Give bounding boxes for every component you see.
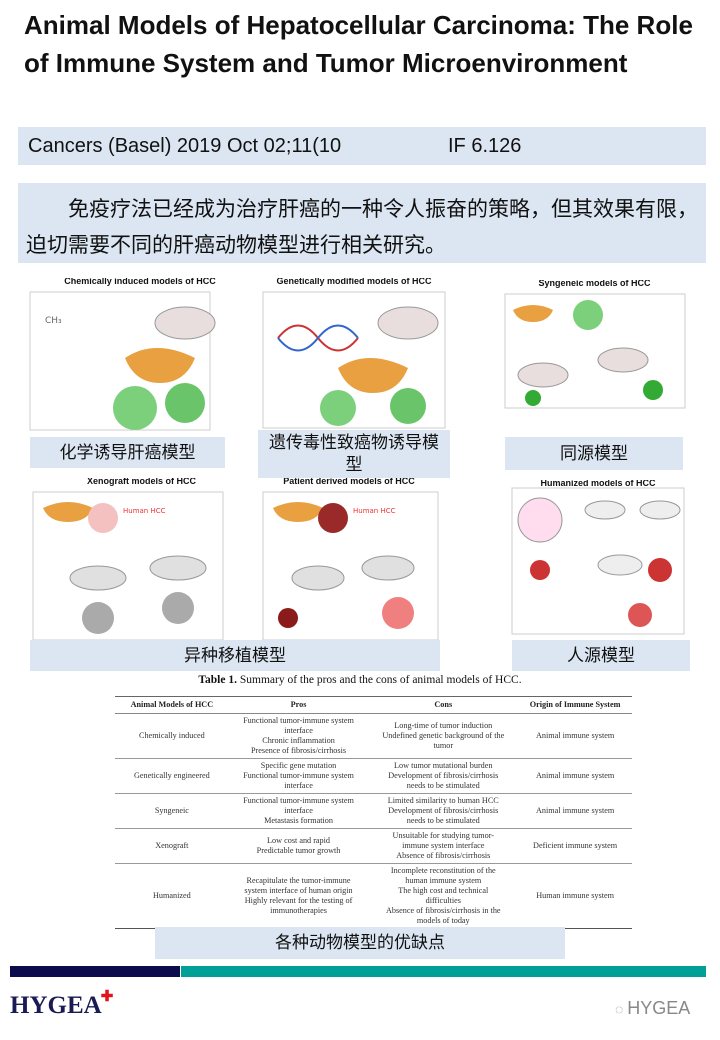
figure-title: Patient derived models of HCC [283,478,415,486]
figure-humanized: Humanized models of HCC [510,480,686,635]
table-row: Xenograft Low cost and rapid Predictable … [115,828,632,864]
table-row: Syngeneic Functional tumor-immune system … [115,793,632,829]
table-caption: Table 1. Summary of the pros and the con… [0,674,720,686]
genetic-model-illustration [262,291,446,429]
svg-text:Human HCC: Human HCC [353,507,396,515]
table-caption-text: Summary of the pros and the cons of anim… [236,674,522,686]
table-cell: Limited similarity to human HCC Developm… [368,793,519,829]
journal-band: Cancers (Basel) 2019 Oct 02;11(10 IF 6.1… [18,127,706,165]
watermark-text: HYGEA [627,998,691,1018]
table-cell: Recapitulate the tumor-immune system int… [228,863,369,929]
table-cell: Deficient immune system [518,828,632,864]
table-row: Genetically engineered Specific gene muta… [115,758,632,794]
svg-text:Human HCC: Human HCC [123,507,166,515]
humanized-model-illustration [511,487,685,635]
table-cell: Low tumor mutational burden Development … [368,758,519,794]
logo-text: HYGEA [10,992,102,1019]
table-header-row: Animal Models of HCC Pros Cons Origin of… [115,696,632,714]
page-title: Animal Models of Hepatocellular Carcinom… [24,10,693,78]
chemical-model-illustration: CH₃ [29,291,216,431]
pros-cons-table: Animal Models of HCC Pros Cons Origin of… [115,696,632,929]
table-cell: Syngeneic [115,793,229,829]
label-xenograft: 异种移植模型 [30,640,440,671]
label-chemical: 化学诱导肝癌模型 [30,437,225,468]
figure-syngeneic: Syngeneic models of HCC [503,280,686,410]
figure-title: Syngeneic models of HCC [538,280,651,288]
figure-xenograft: Xenograft models of HCC Human HCC [28,478,255,640]
table-cell: Functional tumor-immune system interface… [228,793,369,829]
figure-chemical: Chemically induced models of HCC CH₃ [25,278,255,433]
column-header: Animal Models of HCC [115,696,229,714]
column-header: Origin of Immune System [518,696,632,714]
hygea-logo: HYGEA✚ [10,989,114,1020]
table-cell: Low cost and rapid Predictable tumor gro… [228,828,369,864]
impact-factor: IF 6.126 [448,135,522,157]
table-row: Humanized Recapitulate the tumor-immune s… [115,863,632,929]
label-genetic: 遗传毒性致癌物诱导模型 [258,430,450,478]
table-cell: Functional tumor-immune system interface… [228,713,369,759]
footer-bar-teal [181,966,706,977]
table-cell: Human immune system [518,863,632,929]
figure-title: Chemically induced models of HCC [64,278,216,286]
table-cell: Animal immune system [518,793,632,829]
red-cross-icon: ✚ [100,989,114,1005]
xenograft-model-illustration: Human HCC [32,491,224,640]
table-cell: Animal immune system [518,758,632,794]
footer-bar-navy [10,966,180,977]
figure-title: Xenograft models of HCC [86,478,196,486]
figure-patient-derived: Patient derived models of HCC Human HCC [258,478,440,640]
patient-derived-model-illustration: Human HCC [262,491,439,640]
table-cell: Incomplete reconstitution of the human i… [368,863,519,929]
table-caption-number: Table 1. [198,674,237,686]
table-cell: Humanized [115,863,229,929]
wechat-watermark: ◌ HYGEA [615,998,690,1019]
table-cell: Unsuitable for studying tumor-immune sys… [368,828,519,864]
journal-citation: Cancers (Basel) 2019 Oct 02;11(10 [28,135,342,157]
syngeneic-model-illustration [504,293,686,409]
summary-text: 免疫疗法已经成为治疗肝癌的一种令人振奋的策略，但其效果有限，迫切需要不同的肝癌动… [18,183,706,263]
figure-title: Genetically modified models of HCC [276,278,432,286]
wechat-icon: ◌ [615,1001,628,1017]
figure-genetic: Genetically modified models of HCC [258,278,450,430]
column-header: Pros [228,696,369,714]
figure-title: Humanized models of HCC [540,480,656,488]
table-cell: Animal immune system [518,713,632,759]
label-humanized: 人源模型 [512,640,690,671]
svg-text:CH₃: CH₃ [45,316,62,326]
table-cell: Long-time of tumor induction Undefined g… [368,713,519,759]
table-cell: Genetically engineered [115,758,229,794]
table-cell: Chemically induced [115,713,229,759]
table-row: Chemically induced Functional tumor-immun… [115,713,632,759]
bottom-label: 各种动物模型的优缺点 [155,927,565,959]
label-syngeneic: 同源模型 [505,437,683,470]
table-cell: Xenograft [115,828,229,864]
column-header: Cons [368,696,519,714]
table-cell: Specific gene mutation Functional tumor-… [228,758,369,794]
